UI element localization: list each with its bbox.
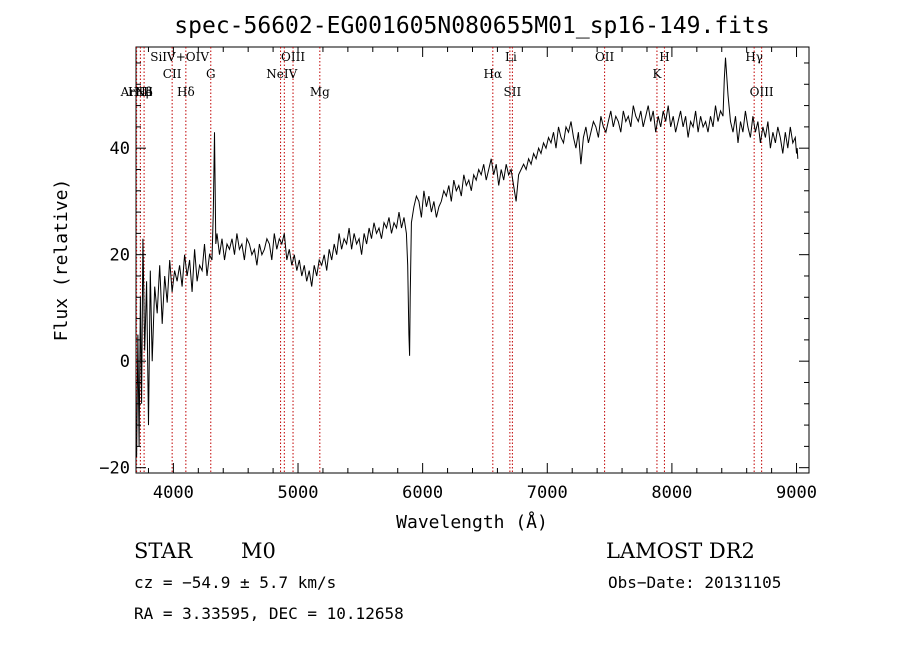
- line-label: OIII: [750, 85, 774, 99]
- x-axis-ticks: 4000 5000 6000 7000 8000 9000: [147, 47, 817, 503]
- line-label: Hδ: [177, 85, 195, 99]
- y-tick-label: 40: [110, 139, 130, 159]
- line-label: SiIV+OIV: [150, 50, 209, 64]
- survey-name: LAMOST DR2: [606, 539, 755, 563]
- y-axis-ticks: −20 0 20 40: [99, 62, 809, 479]
- line-label: HIII: [128, 85, 153, 99]
- plot-frame: [135, 46, 810, 474]
- y-tick-label: 20: [110, 246, 130, 266]
- line-label: SII: [504, 85, 522, 99]
- y-tick-label: 0: [120, 352, 130, 372]
- x-tick-label: 6000: [402, 483, 443, 503]
- line-label: Hβ: [135, 85, 152, 99]
- x-tick-label: 8000: [651, 483, 692, 503]
- object-subclass: M0: [241, 539, 276, 563]
- line-label: Hα: [484, 67, 503, 81]
- line-label: Mg: [310, 85, 330, 99]
- line-label: Li: [505, 50, 517, 64]
- x-axis-label: Wavelength (Å): [396, 511, 548, 533]
- redshift-cz: cz = −54.9 ± 5.7 km/s: [134, 573, 337, 592]
- spectrum-line: [136, 57, 799, 458]
- x-tick-label: 9000: [776, 483, 817, 503]
- obs-date: Obs−Date: 20131105: [608, 573, 782, 592]
- y-tick-label: −20: [99, 459, 130, 479]
- object-class: STAR: [134, 539, 193, 563]
- x-tick-label: 4000: [153, 483, 194, 503]
- line-label: OII: [595, 50, 615, 64]
- line-label: Hγ: [745, 50, 763, 64]
- line-label: OIII: [281, 50, 305, 64]
- ra-dec: RA = 3.33595, DEC = 10.12658: [134, 604, 404, 623]
- line-label: NeIV: [266, 67, 297, 81]
- line-label: G: [206, 67, 216, 81]
- x-tick-label: 7000: [527, 483, 568, 503]
- y-axis-label: Flux (relative): [51, 179, 72, 342]
- chart-title: spec-56602-EG001605N080655M01_sp16-149.f…: [174, 13, 769, 39]
- spectral-line-markers: [136, 47, 763, 473]
- x-tick-label: 5000: [278, 483, 319, 503]
- line-label: K: [652, 67, 662, 81]
- line-label: H: [659, 50, 669, 64]
- line-label: ArNe: [120, 85, 153, 99]
- line-label: CII: [163, 67, 182, 81]
